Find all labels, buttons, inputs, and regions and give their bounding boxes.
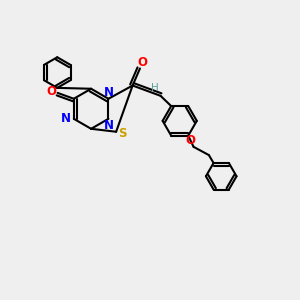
Text: S: S <box>118 127 127 140</box>
Text: O: O <box>186 134 196 147</box>
Text: N: N <box>61 112 70 125</box>
Text: O: O <box>46 85 56 98</box>
Text: O: O <box>137 56 147 69</box>
Text: N: N <box>104 119 114 132</box>
Text: N: N <box>104 86 114 99</box>
Text: H: H <box>152 83 159 94</box>
